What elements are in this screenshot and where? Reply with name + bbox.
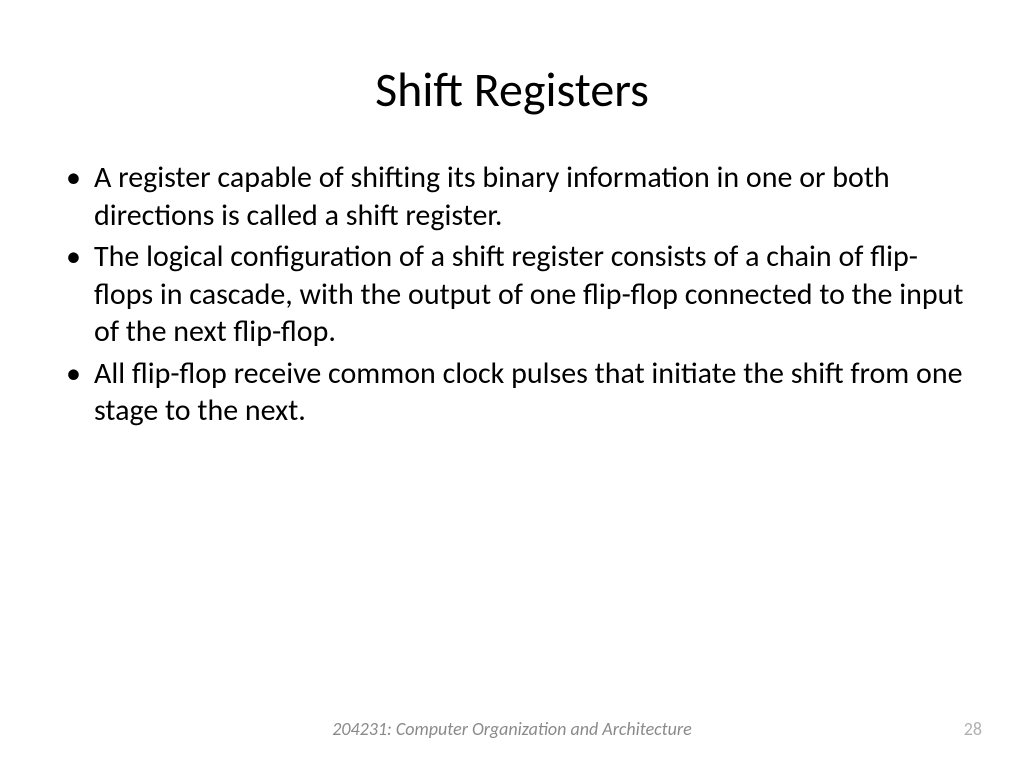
slide: Shift Registers A register capable of sh…: [0, 0, 1024, 768]
slide-title: Shift Registers: [60, 60, 964, 119]
slide-content: A register capable of shifting its binar…: [60, 159, 964, 430]
bullet-list: A register capable of shifting its binar…: [60, 159, 964, 430]
page-number: 28: [964, 718, 982, 740]
list-item: The logical configuration of a shift reg…: [60, 238, 964, 351]
slide-footer: 204231: Computer Organization and Archit…: [0, 718, 1024, 740]
list-item: A register capable of shifting its binar…: [60, 159, 964, 234]
list-item: All flip-flop receive common clock pulse…: [60, 355, 964, 430]
